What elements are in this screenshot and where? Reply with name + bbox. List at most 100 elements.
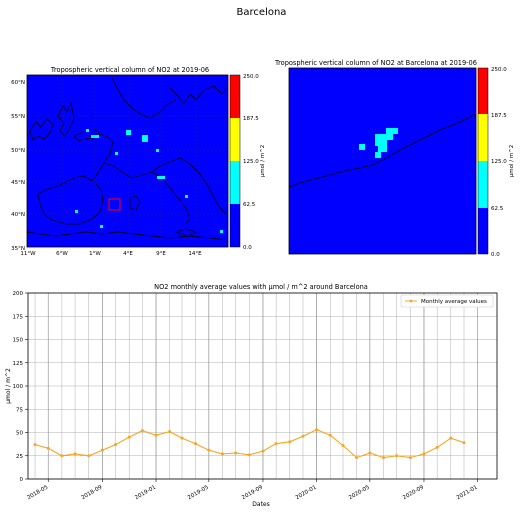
colorbar-tick: 0.0 <box>243 245 252 251</box>
data-point <box>234 451 238 455</box>
lon-label: 11°W <box>20 251 36 257</box>
data-point <box>422 452 426 456</box>
lon-label: 1°W <box>89 251 101 257</box>
data-point <box>220 452 224 456</box>
data-point <box>408 456 412 460</box>
data-point <box>60 454 64 458</box>
x-tick-label: 2020-01 <box>295 485 318 502</box>
colorbar-tick: 62.5 <box>491 206 504 212</box>
legend-series-label: Monthly average values <box>421 299 487 305</box>
series-line <box>34 429 465 459</box>
data-point <box>462 441 466 445</box>
colorbar-level-low <box>230 204 240 247</box>
x-tick-label: 2020-05 <box>348 484 371 501</box>
data-point <box>355 456 359 460</box>
lat-label: 50°N <box>11 148 25 154</box>
chart-series <box>33 428 466 460</box>
colorbar-tick: 0.0 <box>491 252 500 258</box>
barcelona-map-title: Tropospheric vertical column of NO2 at B… <box>274 59 477 67</box>
data-point <box>87 454 91 458</box>
y-tick-label: 0 <box>20 477 24 483</box>
europe-lon-labels: 11°W 6°W 1°W 4°E 9°E 14°E <box>20 251 202 257</box>
chart-title: NO2 monthly average values with μmol / m… <box>154 283 368 291</box>
y-axis-ticks: 0 25 50 75 100 125 150 175 200 <box>13 291 28 483</box>
data-point <box>180 436 184 440</box>
data-point <box>395 454 399 458</box>
colorbar-level-low <box>478 208 488 254</box>
lon-label: 6°W <box>56 251 68 257</box>
colorbar-level-top <box>230 75 240 118</box>
y-tick-label: 125 <box>13 361 24 367</box>
x-tick-label: 2021-01 <box>456 485 479 502</box>
europe-coastlines <box>26 77 229 241</box>
colorbar-tick: 250.0 <box>243 74 259 80</box>
x-tick-label: 2020-09 <box>402 484 425 501</box>
lat-label: 60°N <box>11 80 25 86</box>
europe-lat-labels: 60°N 55°N 50°N 45°N 40°N 35°N <box>11 80 25 252</box>
colorbar-label: μmol / m^2 <box>260 145 266 178</box>
y-tick-label: 50 <box>16 431 23 437</box>
data-point <box>381 456 385 460</box>
colorbar-tick: 62.5 <box>243 202 256 208</box>
lon-label: 4°E <box>123 251 133 257</box>
data-point <box>274 442 278 446</box>
barcelona-map-field <box>288 67 477 255</box>
data-point <box>368 451 372 455</box>
lat-label: 35°N <box>11 246 25 252</box>
figure-title: Barcelona <box>236 7 287 18</box>
data-point <box>341 444 345 448</box>
x-tick-label: 2019-05 <box>187 484 210 501</box>
colorbar-right: 250.0 187.5 125.0 62.5 0.0 μmol / m^2 <box>477 67 515 258</box>
europe-map-title: Tropospheric vertical column of NO2 at 2… <box>50 66 209 74</box>
colorbar-level-top <box>478 68 488 114</box>
data-point <box>140 429 144 433</box>
y-tick-label: 100 <box>13 384 24 390</box>
data-point <box>168 430 172 434</box>
y-tick-label: 25 <box>16 454 23 460</box>
data-point <box>46 446 50 450</box>
colorbar-tick: 187.5 <box>243 116 259 122</box>
colorbar-tick: 250.0 <box>491 67 507 73</box>
europe-map-field <box>26 74 229 248</box>
chart-plot-area <box>27 292 498 480</box>
data-point <box>33 443 37 447</box>
europe-gridlines <box>27 75 228 247</box>
x-axis-ticks: 2018-05 2018-09 2019-01 2019-05 2019-09 2020-… <box>26 479 479 502</box>
colorbar-level-high <box>478 114 488 161</box>
lat-label: 55°N <box>11 114 25 120</box>
chart-legend: Monthly average values <box>400 294 494 308</box>
y-tick-label: 75 <box>16 407 23 413</box>
colorbar-level-mid <box>230 161 240 204</box>
data-point <box>261 449 265 453</box>
data-point <box>288 440 292 444</box>
data-point <box>73 452 77 456</box>
lon-label: 9°E <box>156 251 166 257</box>
colorbar-label: μmol / m^2 <box>509 145 515 178</box>
data-point <box>114 443 118 447</box>
barcelona-coastline <box>288 113 477 188</box>
lat-label: 45°N <box>11 180 25 186</box>
colorbar-tick: 125.0 <box>243 159 259 165</box>
x-tick-label: 2018-09 <box>80 484 103 501</box>
data-point <box>301 434 305 438</box>
data-point <box>449 436 453 440</box>
x-tick-label: 2019-09 <box>241 484 264 501</box>
data-point <box>435 445 439 449</box>
colorbar-left: 250.0 187.5 125.0 62.5 0.0 μmol / m^2 <box>229 74 266 251</box>
data-point <box>127 435 131 439</box>
data-point <box>100 448 104 452</box>
data-point <box>315 428 319 432</box>
barcelona-no2-hotspot <box>359 128 398 158</box>
x-tick-label: 2019-01 <box>134 485 157 502</box>
x-axis-label: Dates <box>252 501 269 508</box>
y-tick-label: 200 <box>13 291 24 297</box>
data-point <box>207 448 211 452</box>
y-axis-label: μmol / m^2 <box>5 368 12 404</box>
colorbar-tick: 125.0 <box>491 159 507 165</box>
data-point <box>328 433 332 437</box>
data-point <box>154 433 158 437</box>
y-tick-label: 150 <box>13 338 24 344</box>
